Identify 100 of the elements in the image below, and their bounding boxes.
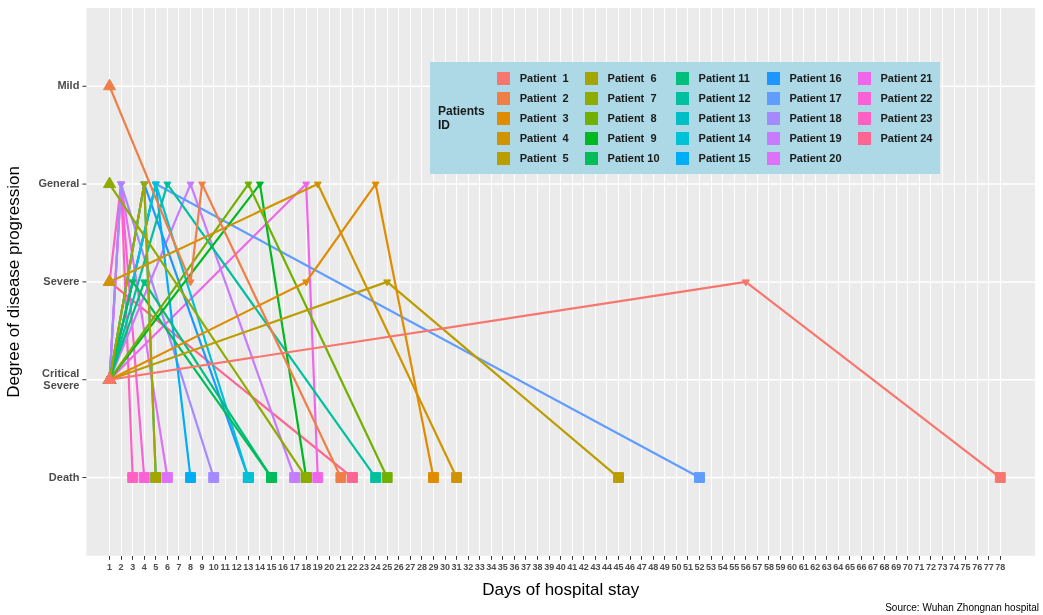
legend-label: Patient 19 [789, 132, 842, 144]
x-axis-title: Days of hospital stay [482, 580, 640, 600]
legend-label: Patient 2 [519, 92, 569, 104]
x-tick-label: 54 [717, 561, 728, 572]
x-tick-label: 31 [451, 561, 462, 572]
legend-label: Patient 17 [789, 92, 842, 104]
legend-label: Patient 3 [519, 112, 569, 124]
x-tick-label: 64 [833, 561, 844, 572]
x-tick-label: 71 [914, 561, 925, 572]
x-tick-label: 3 [130, 561, 136, 572]
x-tick-label: 30 [440, 561, 451, 572]
x-tick-label: 58 [763, 561, 774, 572]
source-note: Source: Wuhan Zhongnan hospital [885, 602, 1039, 613]
x-tick-label: 15 [266, 561, 277, 572]
x-tick-label: 10 [208, 561, 219, 572]
x-tick-label: 28 [416, 561, 427, 572]
legend-label: Patient 4 [519, 132, 569, 144]
x-tick-label: 12 [231, 561, 242, 572]
x-tick-label: 51 [682, 561, 693, 572]
x-tick-label: 68 [879, 561, 890, 572]
legend-label: Patient 15 [698, 152, 751, 164]
legend-label: Patient 11 [698, 72, 750, 84]
x-tick-label: 41 [567, 561, 578, 572]
x-tick-label: 33 [474, 561, 485, 572]
legend-label: Patient 5 [519, 152, 569, 164]
x-tick-label: 65 [844, 561, 855, 572]
legend-label: Patient 14 [698, 132, 751, 144]
x-tick-label: 37 [520, 561, 531, 572]
x-tick-label: 78 [995, 561, 1006, 572]
ref-line-label: Severe [43, 274, 80, 287]
x-tick-label: 20 [324, 561, 335, 572]
ref-line-label: General [38, 177, 80, 190]
x-tick-label: 40 [555, 561, 566, 572]
legend-label: Patient 21 [880, 72, 933, 84]
x-tick-label: 26 [393, 561, 404, 572]
x-tick-label: 25 [382, 561, 393, 572]
x-tick-label: 35 [497, 561, 508, 572]
x-tick-label: 73 [937, 561, 948, 572]
ref-line-label: Critical Severe [42, 366, 80, 391]
x-tick-label: 74 [949, 561, 960, 572]
x-tick-label: 21 [335, 561, 346, 572]
ref-line-label: Death [48, 470, 80, 483]
x-tick-label: 16 [278, 561, 289, 572]
x-tick-label: 13 [243, 561, 254, 572]
legend-label: Patient 9 [607, 132, 657, 144]
x-tick-label: 19 [312, 561, 323, 572]
legend-label: Patient 13 [698, 112, 751, 124]
x-tick-label: 27 [405, 561, 416, 572]
x-tick-label: 17 [289, 561, 300, 572]
legend-label: Patient 20 [789, 152, 842, 164]
x-tick-label: 5 [153, 561, 159, 572]
x-tick-label: 48 [648, 561, 659, 572]
legend-label: Patient 1 [519, 72, 569, 84]
y-axis-title: Degree of disease progression [3, 166, 23, 398]
x-tick-label: 44 [601, 561, 612, 572]
x-tick-label: 57 [752, 561, 763, 572]
legend-label: Patient 23 [880, 112, 933, 124]
x-tick-label: 50 [671, 561, 682, 572]
x-tick-label: 29 [428, 561, 439, 572]
x-tick-label: 49 [659, 561, 670, 572]
x-tick-label: 62 [810, 561, 821, 572]
legend-label: Patient 12 [698, 92, 751, 104]
legend-label: Patient 8 [607, 112, 657, 124]
x-tick-label: 67 [868, 561, 879, 572]
x-tick-label: 70 [902, 561, 913, 572]
x-tick-label: 2 [118, 561, 124, 572]
x-tick-label: 66 [856, 561, 867, 572]
x-tick-label: 69 [891, 561, 902, 572]
x-tick-label: 39 [544, 561, 555, 572]
x-tick-label: 22 [347, 561, 358, 572]
x-tick-label: 52 [694, 561, 705, 572]
x-tick-label: 46 [625, 561, 636, 572]
x-tick-label: 11 [220, 561, 230, 572]
legend-title: Patients ID [438, 104, 485, 132]
x-tick-label: 1 [107, 561, 113, 572]
x-tick-label: 34 [486, 561, 497, 572]
x-tick-label: 14 [254, 561, 265, 572]
x-tick-label: 59 [775, 561, 786, 572]
legend-label: Patient 16 [789, 72, 842, 84]
x-tick-label: 60 [787, 561, 798, 572]
x-tick-label: 42 [578, 561, 589, 572]
legend-label: Patient 24 [880, 132, 933, 144]
x-tick-label: 53 [706, 561, 717, 572]
x-tick-label: 76 [972, 561, 983, 572]
x-tick-label: 55 [729, 561, 740, 572]
legend-label: Patient 10 [607, 152, 660, 164]
legend-label: Patient 6 [607, 72, 657, 84]
x-tick-label: 38 [532, 561, 543, 572]
x-tick-label: 8 [188, 561, 194, 572]
x-tick-label: 75 [960, 561, 971, 572]
x-tick-label: 9 [199, 561, 205, 572]
x-tick-label: 45 [613, 561, 624, 572]
x-tick-label: 36 [509, 561, 520, 572]
x-tick-label: 6 [164, 561, 170, 572]
x-tick-label: 32 [463, 561, 474, 572]
legend-label: Patient 22 [880, 92, 933, 104]
ref-line-label: Mild [57, 79, 80, 92]
x-tick-label: 7 [176, 561, 182, 572]
x-tick-label: 61 [798, 561, 809, 572]
x-tick-label: 63 [821, 561, 832, 572]
